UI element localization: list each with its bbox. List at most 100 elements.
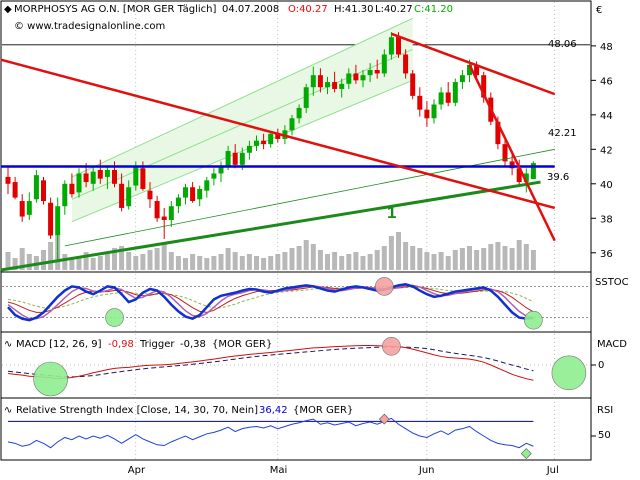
volume-bar xyxy=(232,252,238,270)
candle-body xyxy=(509,161,515,169)
channel-upper-line xyxy=(71,17,413,178)
volume-bar xyxy=(374,250,380,270)
candle-body xyxy=(296,107,302,119)
candle-body xyxy=(424,109,430,119)
volume-bar xyxy=(438,252,444,270)
volume-bar xyxy=(268,256,274,270)
volume-bar xyxy=(41,250,46,270)
candle-body xyxy=(381,54,387,74)
candle-body xyxy=(104,170,110,177)
rsi-title: Relative Strength Index [Close, 14, 30, … xyxy=(16,405,258,416)
price-tick-label: 42 xyxy=(600,145,613,156)
volume-bar xyxy=(254,256,259,270)
rsi-header-icon: ∿ xyxy=(4,405,12,416)
volume-bar xyxy=(360,256,366,270)
volume-bar xyxy=(225,248,231,270)
candle-body xyxy=(502,144,508,162)
candle-body xyxy=(353,73,359,81)
stoch-signal-marker xyxy=(374,277,394,296)
candle-body xyxy=(239,152,245,165)
volume-bar xyxy=(325,254,330,270)
volume-bar xyxy=(204,258,210,270)
candle-body xyxy=(388,37,394,55)
candle-body xyxy=(119,183,125,208)
stoch-slow2-line xyxy=(7,286,534,309)
candle-body xyxy=(481,75,487,98)
stoch-signal-marker xyxy=(105,308,124,327)
candle-body xyxy=(452,82,458,103)
candle-body xyxy=(303,87,309,108)
volume-bar xyxy=(147,250,153,270)
volume-bar xyxy=(5,252,11,270)
candle-body xyxy=(325,82,330,88)
volume-bar xyxy=(474,250,480,270)
macd-header-icon: ∿ xyxy=(4,339,12,350)
volume-bar xyxy=(126,252,132,270)
channel-fill xyxy=(71,18,413,222)
price-tick-label: 40 xyxy=(600,180,613,191)
x-tick-label: Jul xyxy=(546,465,559,476)
macd-title: MACD [12, 26, 9] xyxy=(16,339,102,350)
macd-signal-marker xyxy=(382,337,401,356)
candle-body xyxy=(431,104,437,119)
candle-body xyxy=(289,118,295,131)
rsi-panel-frame xyxy=(0,397,592,461)
currency-label: € xyxy=(596,5,602,16)
candle-body xyxy=(268,133,274,145)
candle-body xyxy=(154,201,160,219)
candle-body xyxy=(76,173,82,193)
volume-bar xyxy=(296,246,302,270)
price-tick-label: 46 xyxy=(600,76,613,87)
volume-bar xyxy=(502,246,508,270)
candle-body xyxy=(211,173,217,179)
header-flag-icon: ◆ xyxy=(4,4,12,15)
candle-body xyxy=(445,92,451,103)
volume-bar xyxy=(523,244,529,270)
header-close: C:41.20 xyxy=(414,4,453,15)
macd-symbol: {MOR GER} xyxy=(212,339,272,350)
volume-bar xyxy=(516,240,522,270)
volume-bar xyxy=(459,248,465,270)
stoch-panel-frame xyxy=(0,271,592,333)
volume-bar xyxy=(289,248,295,270)
macd-trigger-line xyxy=(7,346,534,378)
header-high: H:41.30 xyxy=(334,4,374,15)
volume-bar xyxy=(97,256,103,270)
volume-bar xyxy=(19,248,25,270)
header-date: 04.07.2008 xyxy=(222,4,279,15)
price-tick-label: 38 xyxy=(600,214,613,225)
header-open: O:40.27 xyxy=(288,4,328,15)
annotation-1: 1 xyxy=(387,203,396,222)
price-label-39: 39.6 xyxy=(547,172,569,183)
volume-bar xyxy=(218,254,224,270)
header-instrument: MORPHOSYS AG O.N. [MOR GER Täglich] xyxy=(14,4,216,15)
volume-bar xyxy=(367,254,373,270)
volume-bar xyxy=(69,258,75,270)
volume-bar xyxy=(403,242,409,270)
candle-body xyxy=(275,133,281,139)
volume-bar xyxy=(183,258,188,270)
candle-body xyxy=(19,201,25,217)
macd-signal-marker xyxy=(33,361,68,397)
volume-bar xyxy=(353,252,359,270)
volume-bar xyxy=(332,252,338,270)
volume-bar xyxy=(495,242,501,270)
x-tick-label: Mai xyxy=(270,465,288,476)
volume-bar xyxy=(317,250,323,270)
volume-bar xyxy=(119,246,125,270)
volume-bar xyxy=(211,256,217,270)
stoch-k-line xyxy=(7,283,534,322)
candle-body xyxy=(69,183,75,195)
volume-bar xyxy=(175,256,181,270)
macd-trigger-label: Trigger xyxy=(139,339,175,350)
volume-bar xyxy=(431,254,437,270)
candle-body xyxy=(367,70,373,76)
candle-body xyxy=(346,73,352,84)
volume-bar xyxy=(104,254,110,270)
stoch-label: SSTOC xyxy=(595,277,629,288)
volume-bar xyxy=(197,256,203,270)
volume-bar xyxy=(310,244,316,270)
macd-line xyxy=(7,345,534,381)
volume-bar xyxy=(90,258,96,270)
volume-bar xyxy=(530,250,536,270)
